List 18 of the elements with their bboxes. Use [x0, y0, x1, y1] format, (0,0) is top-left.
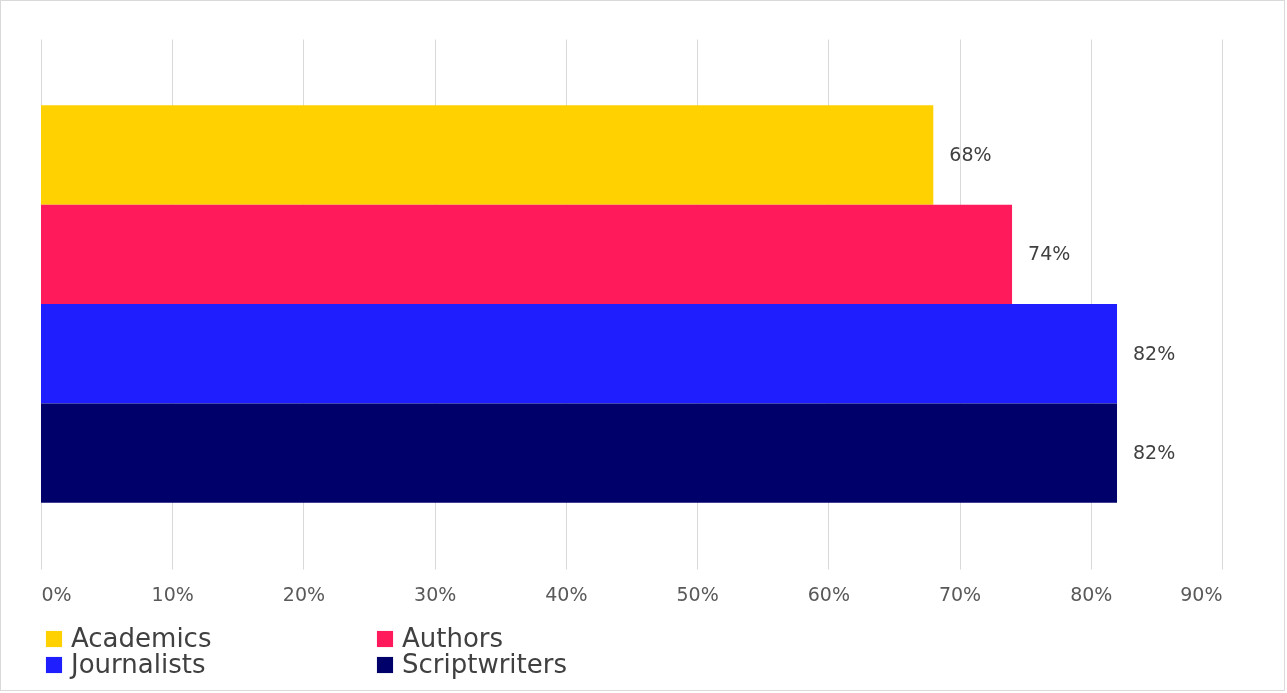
- x-tick-label: 20%: [282, 582, 326, 605]
- x-tick-label: 80%: [1070, 582, 1113, 605]
- x-tick-label: 60%: [807, 582, 850, 605]
- bar: [41, 105, 934, 205]
- bar: [41, 204, 1013, 304]
- bar: [41, 304, 1118, 404]
- x-tick-label: 30%: [414, 582, 457, 605]
- bar: [41, 403, 1118, 503]
- x-tick-label: 70%: [938, 582, 982, 605]
- x-tick-label: 50%: [676, 582, 719, 605]
- data-label: 68%: [949, 142, 992, 165]
- x-tick-label: 10%: [151, 582, 194, 605]
- data-label: 82%: [1133, 341, 1176, 364]
- data-label: 74%: [1028, 242, 1071, 265]
- x-tick-label: 40%: [545, 582, 588, 605]
- x-tick-label: 90%: [1180, 582, 1223, 605]
- x-tick-label: 0%: [41, 582, 72, 605]
- data-label: 82%: [1133, 441, 1176, 464]
